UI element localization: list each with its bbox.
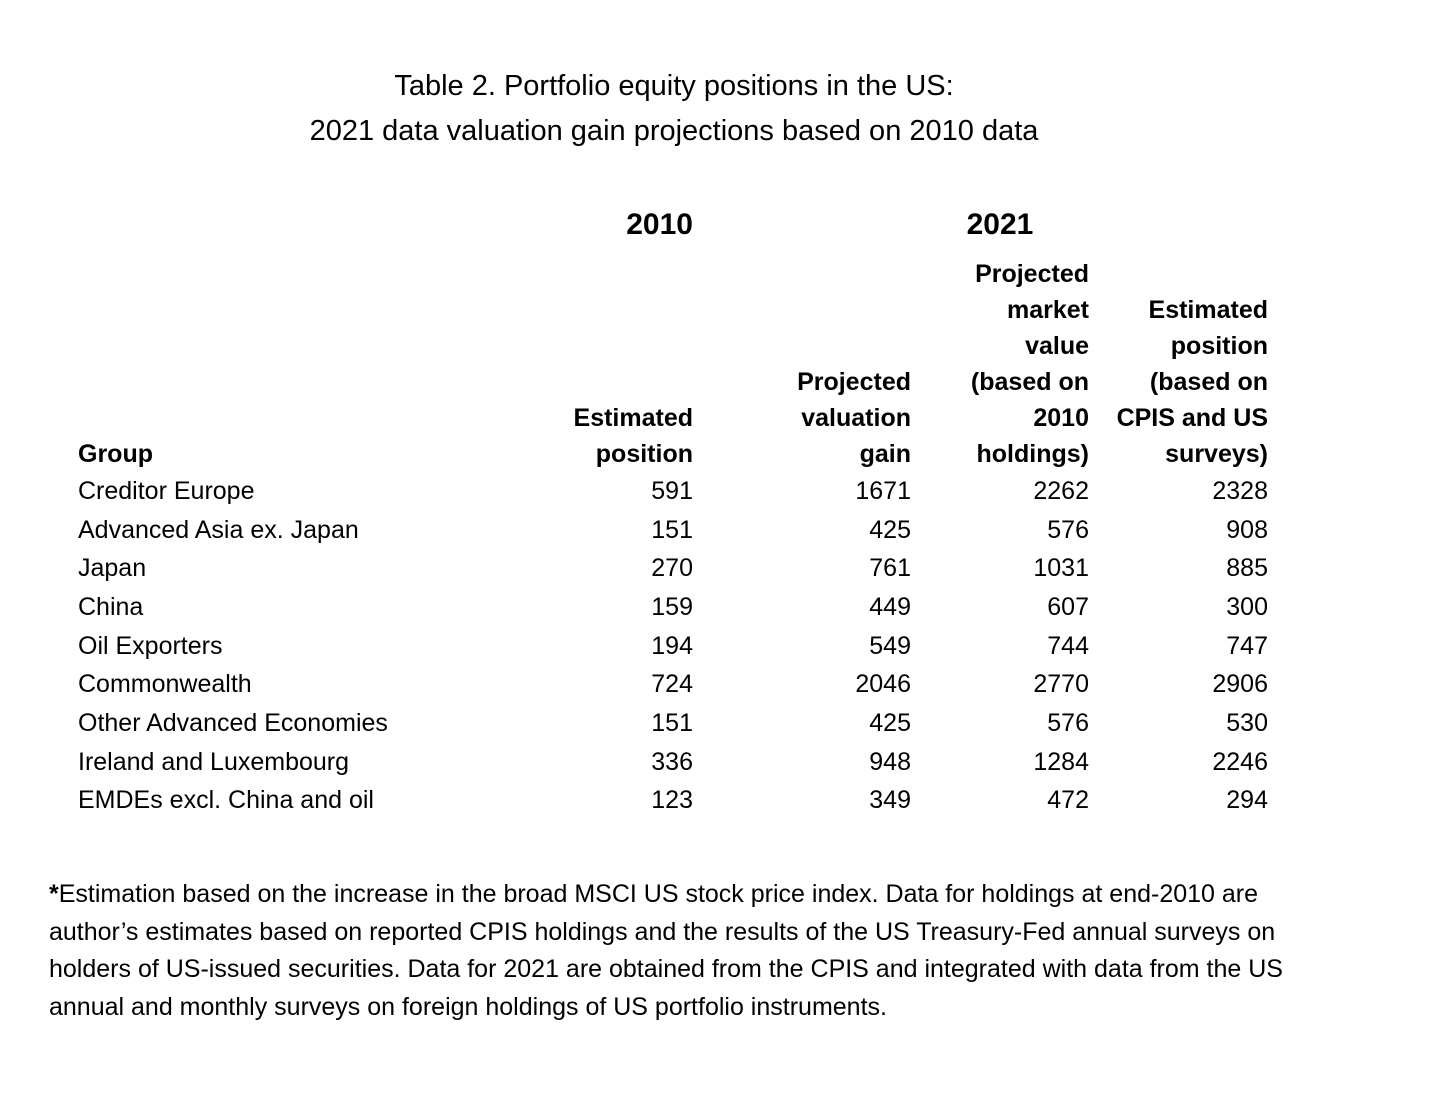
table-row: Ireland and Luxembourg 336 948 1284 2246 [78, 743, 1268, 782]
year-header-row: 2010 2021 [78, 208, 1268, 256]
value-cell: 123 [651, 786, 693, 815]
value-cell: 724 [651, 670, 693, 699]
footnote: *Estimation based on the increase in the… [49, 876, 1311, 1026]
group-cell: EMDEs excl. China and oil [78, 786, 374, 815]
value-cell: 425 [869, 708, 911, 737]
value-cell: 449 [869, 592, 911, 621]
group-cell: Ireland and Luxembourg [78, 747, 350, 776]
column-header-group: Group [78, 440, 153, 468]
value-cell: 2246 [1212, 747, 1268, 776]
value-cell: 576 [1047, 515, 1089, 544]
value-cell: 530 [1226, 708, 1268, 737]
value-cell: 425 [869, 515, 911, 544]
group-cell: China [78, 592, 144, 621]
group-cell: Commonwealth [78, 670, 252, 699]
value-cell: 744 [1047, 631, 1089, 660]
value-cell: 294 [1226, 786, 1268, 815]
value-cell: 761 [869, 554, 911, 583]
table-title-line2: 2021 data valuation gain projections bas… [309, 115, 1039, 147]
value-cell: 151 [651, 708, 693, 737]
value-cell: 908 [1226, 515, 1268, 544]
value-cell: 576 [1047, 708, 1089, 737]
value-cell: 591 [651, 476, 693, 505]
value-cell: 747 [1226, 631, 1268, 660]
year-header-spacer [78, 208, 478, 256]
year-header-spacer [1089, 208, 1268, 256]
column-header-projected-market-value: Projected market value (based on 2010 ho… [970, 260, 1089, 468]
column-header-estimated-position-cpis: Estimated position (based on CPIS and US… [1116, 296, 1268, 468]
group-cell: Oil Exporters [78, 631, 223, 660]
value-cell: 194 [651, 631, 693, 660]
group-cell: Advanced Asia ex. Japan [78, 515, 359, 544]
table-row: EMDEs excl. China and oil 123 349 472 29… [78, 782, 1268, 821]
group-cell: Japan [78, 554, 147, 583]
value-cell: 2328 [1212, 476, 1268, 505]
value-cell: 885 [1226, 554, 1268, 583]
column-header-estimated-position-2010: Estimated position [573, 404, 693, 468]
table-row: China 159 449 607 300 [78, 588, 1268, 627]
value-cell: 1671 [855, 476, 911, 505]
value-cell: 349 [869, 786, 911, 815]
year-header-spacer [693, 208, 911, 256]
table-row: Japan 270 761 1031 885 [78, 549, 1268, 588]
value-cell: 151 [651, 515, 693, 544]
value-cell: 472 [1047, 786, 1089, 815]
footnote-asterisk: * [49, 880, 59, 909]
table-row: Other Advanced Economies 151 425 576 530 [78, 704, 1268, 743]
value-cell: 300 [1226, 592, 1268, 621]
table-row: Oil Exporters 194 549 744 747 [78, 627, 1268, 666]
column-header-projected-valuation-gain: Projected valuation gain [797, 368, 911, 468]
group-cell: Other Advanced Economies [78, 708, 388, 737]
table-title: Table 2. Portfolio equity positions in t… [0, 0, 1348, 154]
table-row: Advanced Asia ex. Japan 151 425 576 908 [78, 511, 1268, 550]
value-cell: 159 [651, 592, 693, 621]
value-cell: 1284 [1033, 747, 1089, 776]
value-cell: 2770 [1033, 670, 1089, 699]
value-cell: 2262 [1033, 476, 1089, 505]
value-cell: 549 [869, 631, 911, 660]
portfolio-equity-table: 2010 2021 Group Estimated position Proje… [78, 208, 1268, 820]
year-header-2021: 2021 [966, 208, 1034, 241]
value-cell: 270 [651, 554, 693, 583]
table-row: Commonwealth 724 2046 2770 2906 [78, 665, 1268, 704]
value-cell: 336 [651, 747, 693, 776]
group-cell: Creditor Europe [78, 476, 255, 505]
table-title-line1: Table 2. Portfolio equity positions in t… [394, 70, 954, 102]
column-header-row: Group Estimated position Projected valua… [78, 256, 1268, 472]
value-cell: 948 [869, 747, 911, 776]
table-row: Creditor Europe 591 1671 2262 2328 [78, 472, 1268, 511]
footnote-text: Estimation based on the increase in the … [49, 880, 1283, 1021]
value-cell: 607 [1047, 592, 1089, 621]
year-header-2010: 2010 [626, 208, 693, 241]
value-cell: 1031 [1033, 554, 1089, 583]
value-cell: 2046 [855, 670, 911, 699]
value-cell: 2906 [1212, 670, 1268, 699]
